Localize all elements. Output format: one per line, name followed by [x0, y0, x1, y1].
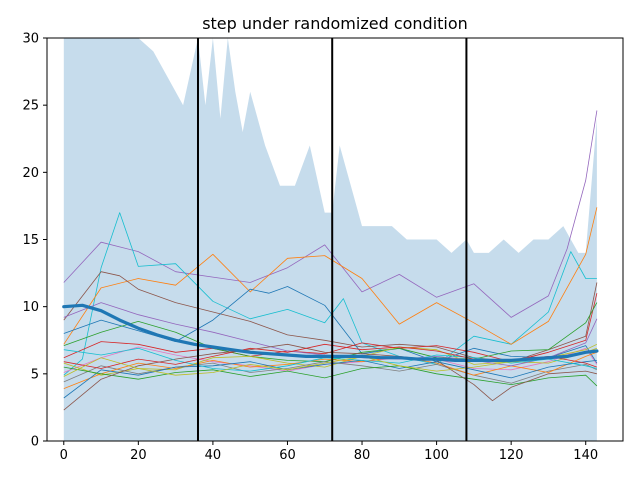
- series-line-8: [63, 346, 598, 373]
- series-line-4: [63, 271, 598, 363]
- series-line-10: [63, 361, 598, 384]
- std-band: [63, 38, 597, 441]
- x-tick-label: 140: [573, 448, 598, 463]
- x-tick-label: 80: [354, 448, 371, 463]
- y-axis: 0 5 10 15 20 25 30: [22, 32, 47, 450]
- y-tick-label: 30: [22, 32, 39, 47]
- std-band-layer: [63, 38, 597, 441]
- y-tick-label: 0: [31, 435, 39, 450]
- y-tick-label: 20: [22, 166, 39, 181]
- series-line-6: [63, 293, 598, 363]
- series-line-11: [63, 351, 598, 389]
- mean-line: [62, 303, 599, 362]
- y-tick-label: 10: [22, 300, 39, 315]
- y-tick-label: 15: [22, 233, 39, 248]
- series-line-12: [63, 359, 597, 399]
- y-tick-label: 5: [31, 367, 39, 382]
- x-tick-label: 120: [499, 448, 524, 463]
- x-tick-label: 0: [60, 448, 68, 463]
- series-line-15: [63, 343, 597, 411]
- y-tick-label: 25: [22, 99, 39, 114]
- vline-layer: [196, 38, 468, 441]
- series-line-9: [63, 346, 598, 376]
- series-line-3: [63, 207, 598, 345]
- x-tick-label: 100: [424, 448, 449, 463]
- chart-title: step under randomized condition: [202, 14, 468, 33]
- series-line-16: [63, 347, 597, 372]
- x-tick-label: 40: [205, 448, 222, 463]
- x-tick-label: 60: [279, 448, 296, 463]
- series-line-13: [63, 365, 598, 387]
- mean-layer: [62, 303, 599, 362]
- series-line-2: [63, 212, 597, 376]
- x-tick-label: 20: [130, 448, 147, 463]
- x-axis: 0 20 40 60 80 100 120 140: [60, 441, 598, 463]
